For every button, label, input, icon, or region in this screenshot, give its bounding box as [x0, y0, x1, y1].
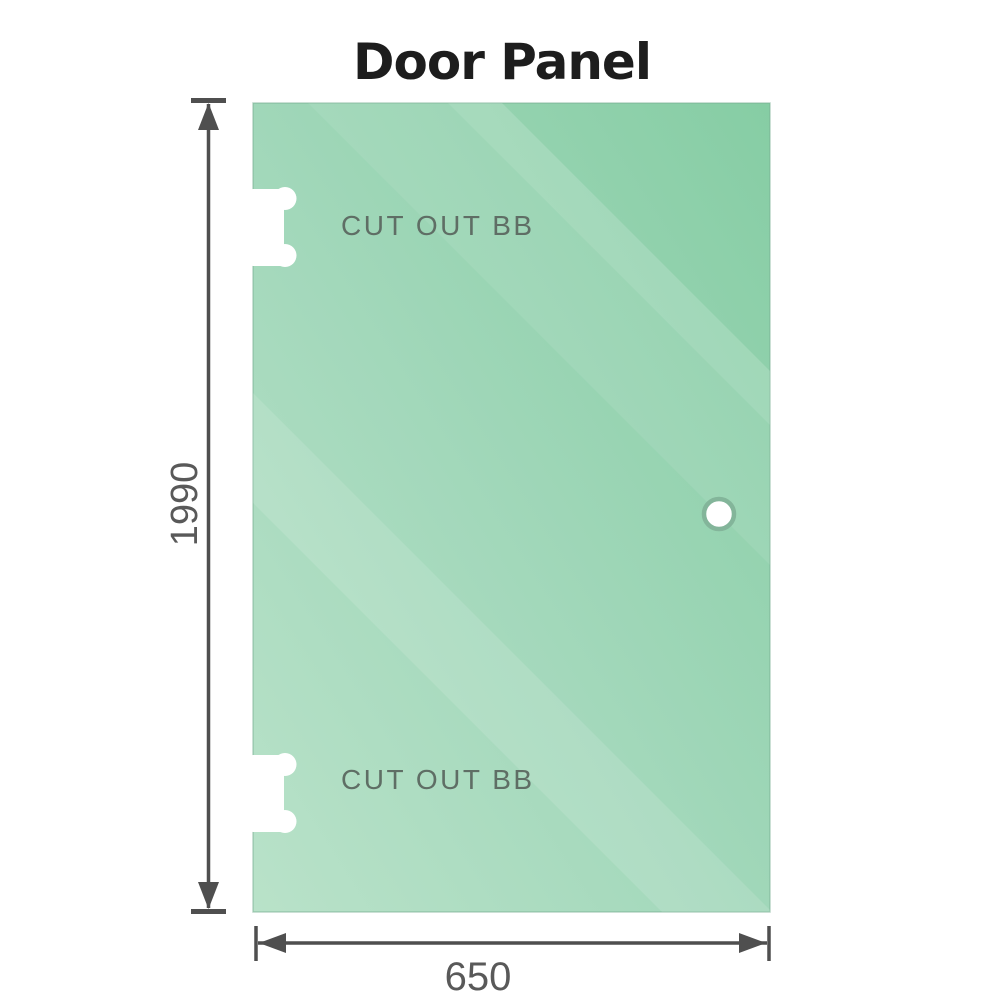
hinge-cutout-bottom — [249, 753, 297, 833]
width-value: 650 — [445, 955, 512, 999]
hinge-cutout-top-hole-upper — [273, 187, 297, 210]
hinge-cutout-top — [249, 187, 297, 267]
handle-hole — [701, 496, 737, 532]
arrowhead-up-icon — [198, 103, 219, 130]
height-value: 1990 — [164, 462, 206, 547]
width-dimension — [254, 926, 771, 961]
arrowhead-down-icon — [198, 882, 219, 909]
height-dimension — [191, 98, 226, 914]
glass-panel: CUT OUT BB CUT OUT BB — [249, 102, 771, 913]
hinge-cutout-top-hole-lower — [273, 244, 297, 267]
hinge-cutout-bottom-notch — [249, 755, 284, 832]
arrowhead-left-icon — [259, 933, 286, 953]
glass-reflection-stripe — [448, 103, 770, 425]
hinge-cutout-bottom-hole-lower — [273, 810, 297, 833]
page-title: Door Panel — [353, 33, 651, 91]
glass-reflection-stripes — [253, 103, 770, 912]
cutout-label-bottom: CUT OUT BB — [341, 764, 535, 795]
glass-reflection-stripe — [253, 393, 770, 912]
cutout-label-top: CUT OUT BB — [341, 210, 535, 241]
arrowhead-right-icon — [739, 933, 766, 953]
glass-reflection-stripe — [308, 103, 770, 565]
hinge-cutout-top-notch — [249, 189, 284, 266]
glass-panel-body — [252, 102, 771, 913]
hinge-cutout-bottom-hole-upper — [273, 753, 297, 776]
